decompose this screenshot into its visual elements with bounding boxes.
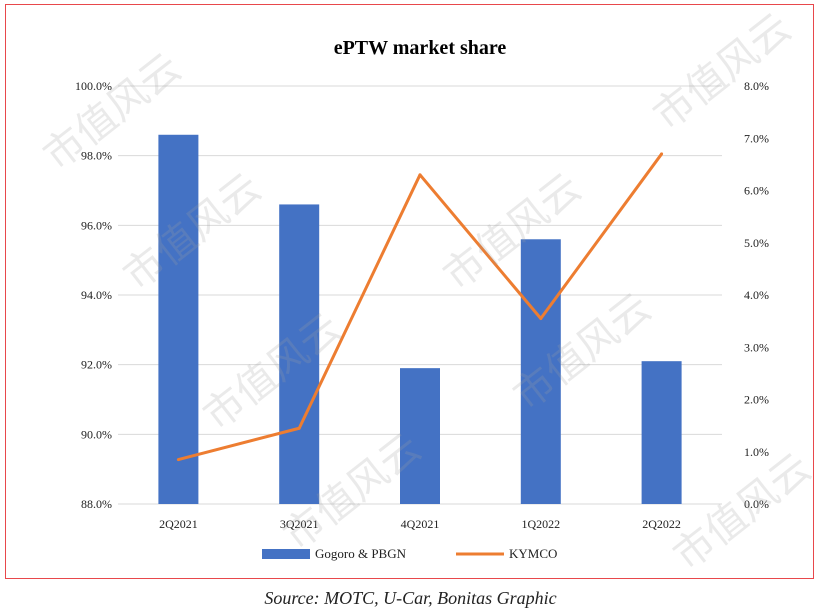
bar [158, 134, 199, 504]
y-right-tick-label: 1.0% [744, 445, 769, 459]
x-tick-label: 4Q2021 [401, 517, 440, 531]
y-left-tick-label: 92.0% [81, 358, 112, 372]
line-point [418, 173, 422, 177]
x-tick-label: 3Q2021 [280, 517, 319, 531]
chart-title: ePTW market share [334, 37, 507, 59]
y-left-tick-label: 98.0% [81, 149, 112, 163]
bar [520, 239, 561, 504]
legend-swatch-bar [262, 549, 310, 559]
y-left-tick-label: 94.0% [81, 288, 112, 302]
x-tick-label: 2Q2022 [642, 517, 681, 531]
line-point [660, 152, 664, 156]
x-tick-label: 2Q2021 [159, 517, 198, 531]
y-right-tick-label: 8.0% [744, 79, 769, 93]
legend-label: Gogoro & PBGN [315, 546, 407, 561]
bar [641, 361, 682, 504]
y-right-tick-label: 6.0% [744, 184, 769, 198]
y-right-tick-label: 7.0% [744, 131, 769, 145]
y-left-tick-label: 96.0% [81, 218, 112, 232]
y-left-tick-label: 88.0% [81, 497, 112, 511]
legend-label: KYMCO [509, 546, 557, 561]
y-right-tick-label: 5.0% [744, 236, 769, 250]
line-point [539, 317, 543, 321]
bar [400, 368, 440, 504]
y-left-tick-label: 90.0% [81, 427, 112, 441]
y-right-tick-label: 2.0% [744, 393, 769, 407]
y-right-tick-label: 4.0% [744, 288, 769, 302]
y-left-tick-label: 100.0% [75, 79, 112, 93]
line-point [176, 458, 180, 462]
bar [279, 204, 320, 504]
source-caption: Source: MOTC, U-Car, Bonitas Graphic [264, 588, 557, 608]
line-point [297, 426, 301, 430]
y-right-tick-label: 0.0% [744, 497, 769, 511]
y-right-tick-label: 3.0% [744, 340, 769, 354]
x-tick-label: 1Q2022 [521, 517, 560, 531]
